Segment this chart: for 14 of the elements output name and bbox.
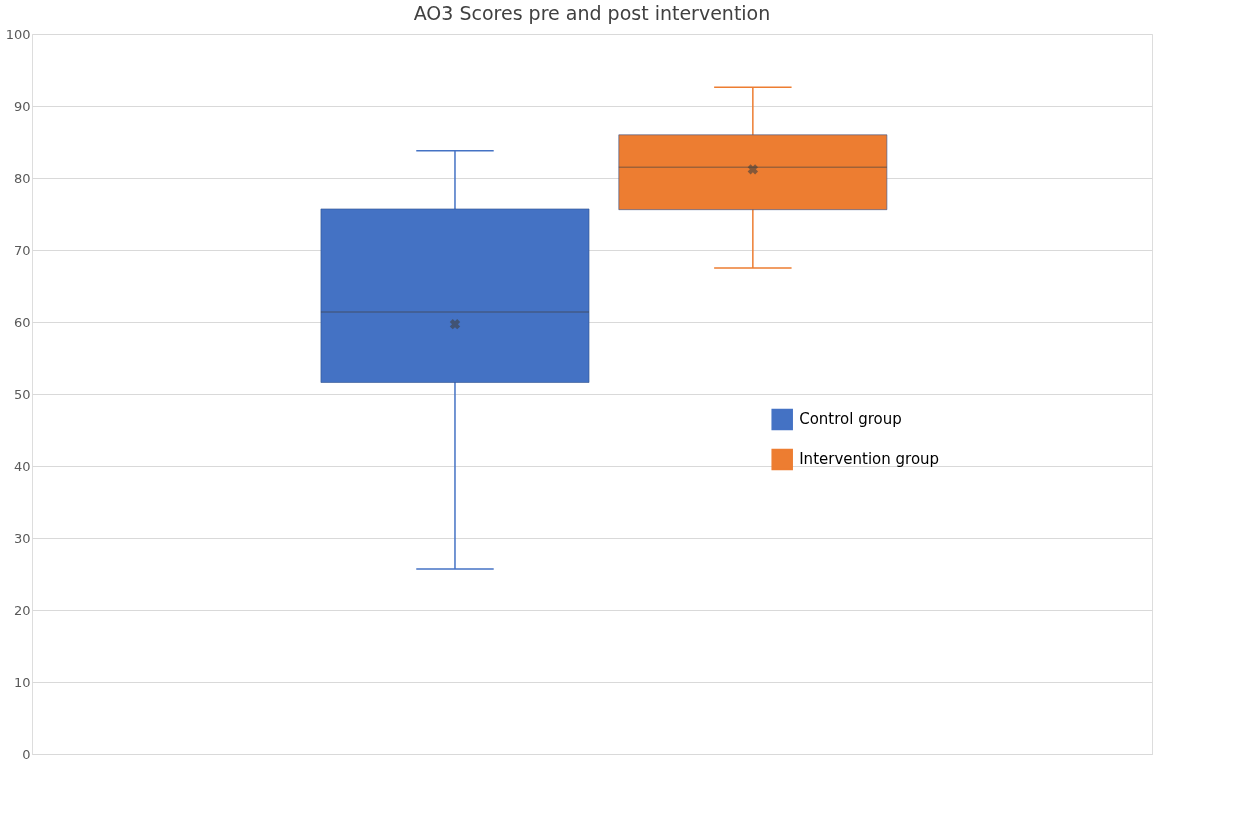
y-tick-label: 80 [13,170,31,186]
y-tick-label: 20 [13,602,31,618]
y-tick-label: 30 [13,530,31,546]
chart-title: AO3 Scores pre and post intervention [413,2,771,24]
y-tick-label: 70 [13,242,31,258]
legend-label: Control group [799,410,902,429]
y-tick-label: 60 [13,314,31,330]
y-tick-label: 0 [22,746,31,762]
y-tick-label: 50 [13,386,31,402]
y-tick-label: 10 [13,674,31,690]
legend-label: Intervention group [799,450,940,469]
y-tick-label: 100 [5,26,31,42]
y-tick-label: 40 [13,458,31,474]
y-tick-label: 90 [13,98,31,114]
